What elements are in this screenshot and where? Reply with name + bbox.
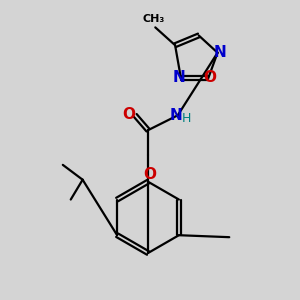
Text: O: O bbox=[204, 70, 217, 85]
Text: CH₃: CH₃ bbox=[142, 14, 164, 25]
Text: O: O bbox=[143, 167, 157, 182]
Text: N: N bbox=[213, 45, 226, 60]
Text: N: N bbox=[172, 70, 185, 85]
Text: N: N bbox=[169, 108, 182, 123]
Text: H: H bbox=[182, 112, 191, 125]
Text: O: O bbox=[123, 107, 136, 122]
